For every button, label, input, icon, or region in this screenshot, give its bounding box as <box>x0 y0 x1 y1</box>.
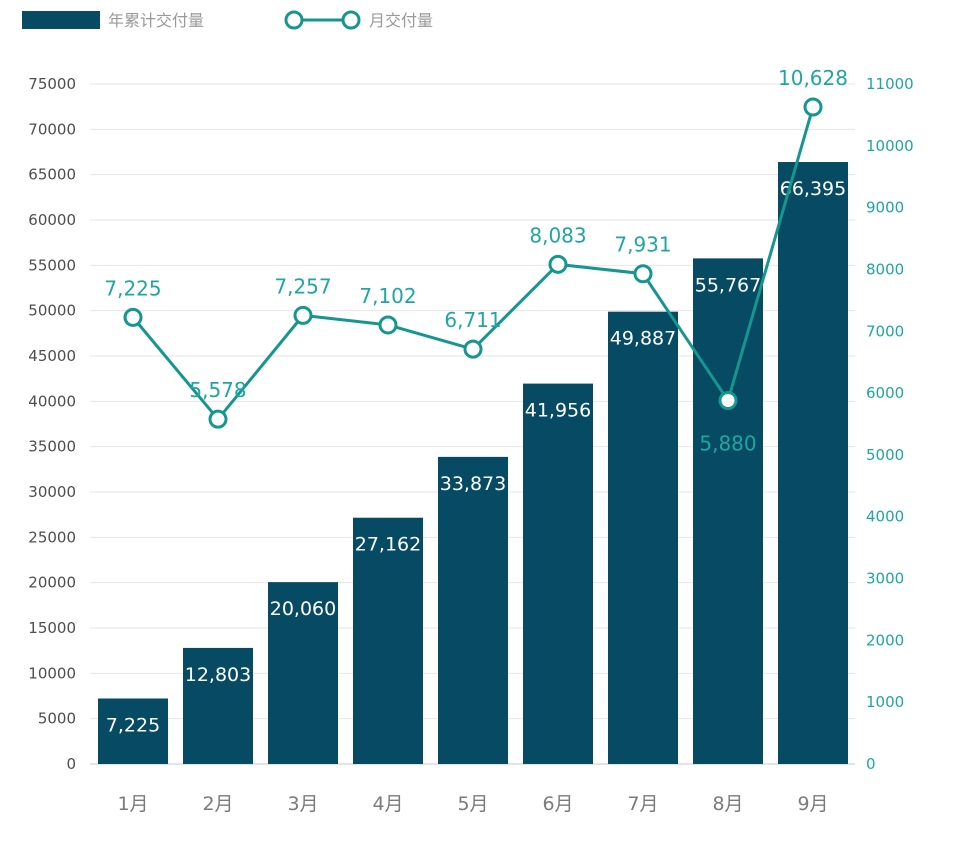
line-value-label: 7,102 <box>359 284 416 308</box>
line-value-label: 5,880 <box>699 432 756 456</box>
line-point <box>378 315 398 335</box>
bar-value-label: 33,873 <box>440 473 506 495</box>
line-value-label: 8,083 <box>529 223 586 247</box>
line-point <box>548 254 568 274</box>
y-left-tick-label: 65000 <box>28 166 76 184</box>
y-left-tick-label: 60000 <box>28 211 76 229</box>
y-axis-left: 0 5000 10000 15000 20000 25000 30000 35000 40000… <box>28 75 76 773</box>
bar-value-label: 27,162 <box>355 534 421 556</box>
line-series: 7,225 5,578 7,257 7,102 6,711 8,083 7,931 5,880… <box>104 66 848 456</box>
line-point <box>718 391 738 411</box>
y-left-tick-label: 35000 <box>28 438 76 456</box>
y-left-tick-label: 75000 <box>28 75 76 93</box>
bars: 7,225 12,803 20,060 27,162 33,873 41,956 49,88… <box>98 162 848 764</box>
y-right-tick-label: 2000 <box>866 631 904 649</box>
bar-value-label: 7,225 <box>106 714 160 736</box>
line-value-label: 7,931 <box>614 233 671 257</box>
x-tick-label: 7月 <box>627 793 658 815</box>
line-value-label: 6,711 <box>444 308 501 332</box>
y-left-tick-label: 50000 <box>28 302 76 320</box>
legend-bar-swatch <box>22 11 100 29</box>
y-right-tick-label: 7000 <box>866 322 904 340</box>
legend-line-marker-left <box>284 10 304 30</box>
bar-value-label: 12,803 <box>185 664 251 686</box>
bar <box>98 698 168 764</box>
y-right-tick-label: 6000 <box>866 384 904 402</box>
x-axis: 1月 2月 3月 4月 5月 6月 7月 8月 9月 <box>117 793 828 815</box>
bar <box>608 311 678 764</box>
line-point <box>633 264 653 284</box>
y-left-tick-label: 5000 <box>38 710 76 728</box>
y-right-tick-label: 0 <box>866 755 876 773</box>
y-left-tick-label: 20000 <box>28 574 76 592</box>
y-left-tick-label: 30000 <box>28 483 76 501</box>
bar <box>523 383 593 764</box>
bar-value-label: 55,767 <box>695 274 761 296</box>
y-right-tick-label: 1000 <box>866 693 904 711</box>
y-left-tick-label: 0 <box>66 755 76 773</box>
line-value-label: 5,578 <box>189 378 246 402</box>
legend: 年累计交付量 月交付量 <box>22 10 433 30</box>
line-point <box>463 339 483 359</box>
y-right-tick-label: 4000 <box>866 508 904 526</box>
line-value-label: 7,225 <box>104 276 161 300</box>
bar <box>778 162 848 764</box>
bar <box>268 582 338 764</box>
x-tick-label: 5月 <box>457 793 488 815</box>
x-tick-label: 8月 <box>712 793 743 815</box>
line-point <box>123 307 143 327</box>
y-right-tick-label: 10000 <box>866 137 914 155</box>
bar-value-label: 49,887 <box>610 328 676 350</box>
x-tick-label: 1月 <box>117 793 148 815</box>
y-right-tick-label: 5000 <box>866 446 904 464</box>
y-right-tick-label: 11000 <box>866 75 914 93</box>
x-tick-label: 4月 <box>372 793 403 815</box>
line-value-label: 10,628 <box>778 66 848 90</box>
bar <box>183 647 253 764</box>
x-tick-label: 9月 <box>797 793 828 815</box>
line-point <box>803 97 823 117</box>
x-tick-label: 3月 <box>287 793 318 815</box>
y-left-tick-label: 10000 <box>28 664 76 682</box>
line-point <box>208 409 228 429</box>
line-point <box>293 305 313 325</box>
y-right-tick-label: 3000 <box>866 570 904 588</box>
bar-value-label: 20,060 <box>270 598 336 620</box>
x-tick-label: 2月 <box>202 793 233 815</box>
line-value-label: 7,257 <box>274 274 331 298</box>
y-left-tick-label: 15000 <box>28 619 76 637</box>
y-right-tick-label: 8000 <box>866 260 904 278</box>
y-left-tick-label: 25000 <box>28 528 76 546</box>
x-tick-label: 6月 <box>542 793 573 815</box>
bar-value-label: 66,395 <box>780 178 846 200</box>
bar <box>438 456 508 764</box>
y-left-tick-label: 55000 <box>28 256 76 274</box>
y-left-tick-label: 45000 <box>28 347 76 365</box>
bar-value-label: 41,956 <box>525 400 591 422</box>
y-right-tick-label: 9000 <box>866 199 904 217</box>
bar <box>353 517 423 764</box>
legend-line-label: 月交付量 <box>369 11 433 30</box>
y-left-tick-label: 70000 <box>28 120 76 138</box>
legend-bar-label: 年累计交付量 <box>108 11 204 30</box>
bar <box>693 258 763 764</box>
y-axis-right: 0 1000 2000 3000 4000 5000 6000 7000 8000 9000 100… <box>866 75 914 773</box>
legend-line-marker-right <box>341 10 361 30</box>
y-left-tick-label: 40000 <box>28 392 76 410</box>
